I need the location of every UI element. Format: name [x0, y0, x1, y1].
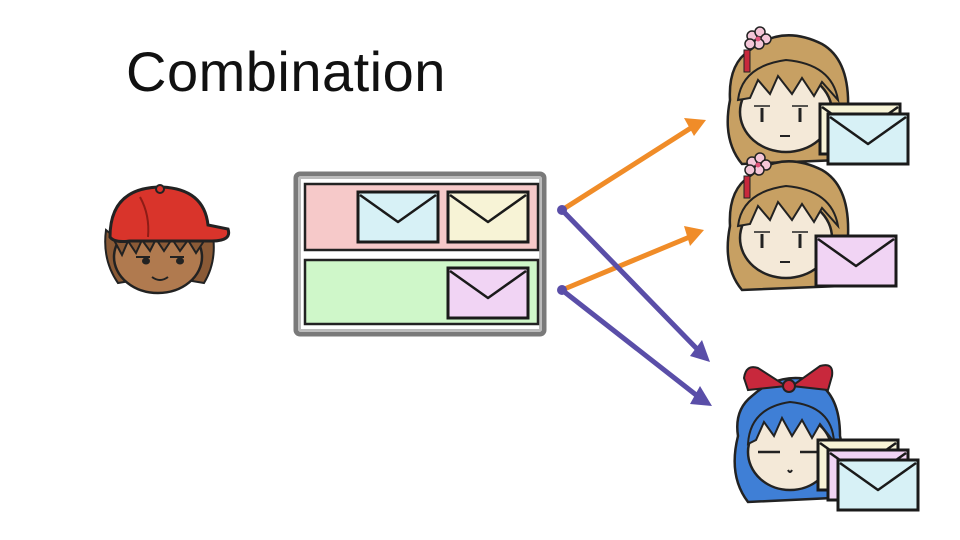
arrow-row2-to-blue [559, 287, 712, 406]
envelope-pink-icon [814, 234, 898, 288]
batch-row-1 [303, 182, 540, 252]
arrow-row1-to-blonde [559, 118, 706, 213]
slide-title: Combination [126, 40, 446, 103]
pink-flower-hairpin-icon [743, 152, 772, 199]
envelope-yellow-icon [446, 190, 530, 244]
sender-red-cap-icon [104, 184, 231, 295]
arrow-origin-row1 [557, 205, 567, 215]
receiver-blue-hair-icon [733, 364, 845, 504]
arrow-row1-to-blue [559, 207, 710, 362]
pink-flower-hairpin-icon [743, 26, 772, 73]
red-bow-icon [742, 364, 834, 393]
envelope-pink-icon [446, 266, 530, 320]
arrow-row2-to-blonde [559, 226, 704, 293]
envelope-cyan-icon [826, 112, 910, 166]
envelope-cyan-icon [356, 190, 440, 244]
arrow-origin-row2 [557, 285, 567, 295]
envelope-cyan-icon [836, 458, 920, 512]
batch-row-2 [303, 258, 540, 326]
